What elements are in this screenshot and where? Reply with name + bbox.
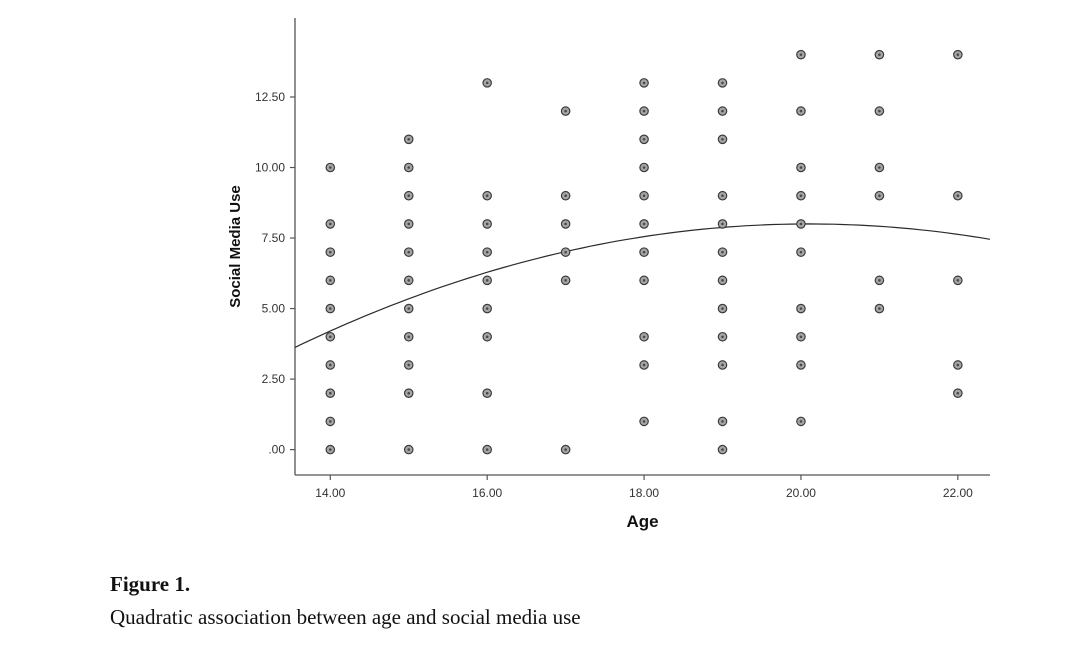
data-point-center: [799, 109, 803, 113]
data-point-center: [956, 279, 960, 282]
data-point-center: [407, 194, 411, 198]
data-point-center: [642, 81, 646, 85]
data-point-center: [564, 279, 567, 282]
data-point-center: [328, 166, 332, 169]
data-point-center: [328, 307, 332, 310]
data-point-center: [328, 391, 332, 395]
x-tick-label: 18.00: [629, 486, 659, 500]
data-point-center: [721, 279, 724, 282]
data-point-center: [407, 166, 411, 169]
data-point-center: [799, 166, 803, 169]
x-tick-label: 14.00: [315, 486, 345, 500]
data-point-center: [328, 335, 332, 339]
data-point-center: [642, 166, 646, 169]
data-point-center: [328, 420, 332, 423]
data-point-center: [721, 194, 724, 198]
data-point-center: [407, 222, 411, 226]
data-point-center: [564, 250, 567, 254]
data-point-center: [328, 363, 332, 367]
data-point-center: [642, 222, 646, 226]
data-point-center: [878, 279, 881, 282]
y-tick-label: 2.50: [262, 372, 286, 386]
data-point-center: [485, 307, 489, 310]
data-point-center: [799, 420, 803, 423]
data-point-center: [407, 307, 411, 310]
data-point-center: [721, 250, 724, 254]
data-point-center: [485, 448, 489, 451]
data-point-center: [485, 279, 489, 282]
data-point-center: [799, 335, 803, 339]
data-point-center: [564, 194, 567, 198]
data-point-center: [407, 250, 411, 254]
data-point-center: [878, 109, 881, 113]
data-point-center: [799, 53, 803, 56]
scatter-plot-svg: .00 2.50 5.00 7.50 10.00 12.50 14.00 16.00 18.00…: [227, 18, 991, 531]
y-tick-label: 7.50: [262, 231, 286, 245]
data-point-center: [721, 363, 724, 367]
data-point-center: [721, 335, 724, 339]
data-point-center: [485, 250, 489, 254]
figure-label: Figure 1.: [110, 572, 191, 596]
x-tick-label: 20.00: [786, 486, 816, 500]
data-point-center: [721, 222, 724, 226]
data-point-center: [878, 194, 881, 198]
data-point-center: [799, 307, 803, 310]
data-point-center: [721, 109, 724, 113]
data-point-center: [485, 222, 489, 226]
data-point-center: [642, 279, 646, 282]
data-point-center: [642, 363, 646, 367]
data-point-center: [799, 194, 803, 198]
data-point-center: [564, 448, 567, 451]
data-point-center: [407, 448, 411, 451]
data-point-center: [799, 250, 803, 254]
fit-curve: [294, 223, 991, 348]
data-point-center: [328, 250, 332, 254]
data-point-center: [642, 109, 646, 113]
data-point-center: [642, 194, 646, 198]
data-point-center: [721, 81, 724, 85]
data-point-center: [956, 391, 960, 395]
data-point-center: [799, 363, 803, 367]
data-point-center: [485, 335, 489, 339]
data-point-center: [956, 53, 960, 56]
y-tick-label: 10.00: [255, 161, 285, 175]
data-point-center: [721, 138, 724, 141]
data-point-center: [407, 363, 411, 367]
data-point-center: [407, 138, 411, 141]
data-point-center: [407, 279, 411, 282]
data-point-center: [564, 222, 567, 226]
data-point-center: [485, 391, 489, 395]
x-axis-title: Age: [626, 512, 658, 531]
x-tick-label: 22.00: [943, 486, 973, 500]
data-point-center: [721, 420, 724, 423]
data-point-center: [564, 109, 567, 113]
data-point-center: [642, 420, 646, 423]
data-point-center: [642, 335, 646, 339]
y-axis-title: Social Media Use: [227, 185, 244, 308]
data-point-center: [407, 391, 411, 395]
data-point-center: [956, 363, 960, 367]
figure-caption-text: Quadratic association between age and so…: [110, 604, 581, 629]
data-point-center: [407, 335, 411, 339]
data-point-center: [878, 166, 881, 169]
figure-caption: Figure 1. Quadratic association between …: [110, 568, 581, 633]
data-point-center: [721, 448, 724, 451]
data-point-center: [642, 250, 646, 254]
data-point-center: [328, 279, 332, 282]
y-tick-label: 12.50: [255, 90, 285, 104]
data-point-center: [328, 448, 332, 451]
data-point-center: [956, 194, 960, 198]
data-point-center: [485, 194, 489, 198]
data-point-center: [485, 81, 489, 85]
data-point-center: [799, 222, 803, 226]
data-point-center: [328, 222, 332, 226]
data-point-center: [878, 307, 881, 310]
x-tick-label: 16.00: [472, 486, 502, 500]
y-tick-label: 5.00: [262, 302, 286, 316]
data-point-center: [642, 138, 646, 141]
data-point-center: [721, 307, 724, 310]
data-point-center: [878, 53, 881, 56]
y-tick-label: .00: [268, 443, 285, 457]
